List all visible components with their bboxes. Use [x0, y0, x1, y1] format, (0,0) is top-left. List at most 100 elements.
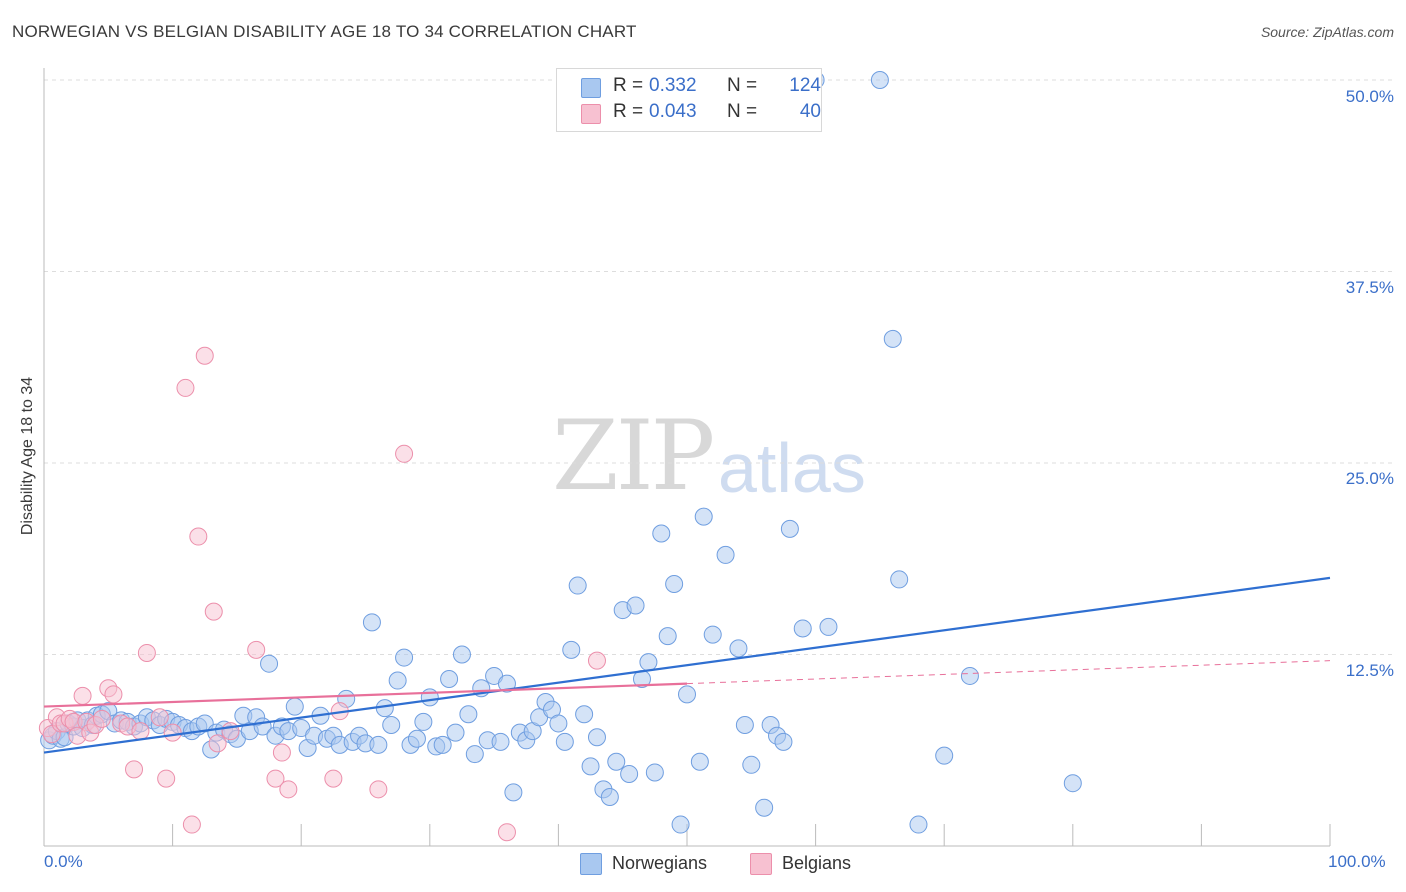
norwegians-point-61: [407, 729, 426, 748]
belgians-point-30: [247, 640, 266, 659]
norwegians-point-116: [793, 619, 812, 638]
norwegians-point-89: [587, 728, 606, 747]
norwegians-point-42: [285, 697, 304, 716]
belgians-point-20: [150, 708, 169, 727]
norwegians-point-121: [909, 815, 928, 834]
norwegians-point-119: [883, 329, 902, 348]
source-label: Source: ZipAtlas.com: [1260, 24, 1394, 40]
belgians-point-24: [182, 815, 201, 834]
belgians-point-38: [497, 823, 516, 842]
norwegians-point-55: [369, 735, 388, 754]
y-tick-label-2: 37.5%: [1345, 278, 1394, 297]
belgians-point-25: [189, 527, 208, 546]
belgians-trend-extension: [686, 660, 1331, 685]
norwegians-point-99: [652, 524, 671, 543]
norwegians-point-124: [1063, 774, 1082, 793]
belgians-point-33: [279, 780, 298, 799]
norwegians-point-88: [581, 757, 600, 776]
belgians-trend-line: [43, 682, 688, 708]
norwegians-point-63: [420, 688, 439, 707]
norwegians-point-107: [716, 545, 735, 564]
n-label: N =: [727, 75, 758, 96]
norwegians-point-108: [729, 639, 748, 658]
y-axis-label: Disability Age 18 to 34: [19, 376, 36, 536]
norwegians-point-38: [260, 654, 279, 673]
axes: [43, 68, 1331, 847]
norwegians-point-75: [497, 674, 516, 693]
belgians-point-23: [176, 378, 195, 397]
belgians-legend-icon: [750, 853, 772, 875]
stats-box: R = 0.332 N = 124 R = 0.043 N = 40: [556, 68, 822, 132]
norwegians-point-120: [890, 570, 909, 589]
trend-lines: [43, 576, 1331, 754]
norwegians-point-115: [780, 519, 799, 538]
watermark-atlas: atlas: [718, 429, 866, 507]
norwegians-point-110: [742, 755, 761, 774]
belgians-point-17: [125, 760, 144, 779]
norwegians-point-122: [935, 746, 954, 765]
y-tick-label-0: 12.5%: [1345, 661, 1394, 680]
norwegians-point-117: [819, 617, 838, 636]
norwegians-point-94: [620, 764, 639, 783]
norwegians-point-57: [382, 715, 401, 734]
norwegians-point-109: [735, 715, 754, 734]
watermark-zip: ZIP: [552, 400, 715, 512]
norwegians-point-65: [433, 735, 452, 754]
norwegians-point-83: [549, 714, 568, 733]
chart-title: NORWEGIAN VS BELGIAN DISABILITY AGE 18 T…: [12, 22, 637, 41]
norwegians-point-66: [440, 670, 459, 689]
norwegians-point-123: [960, 666, 979, 685]
belgians-point-37: [395, 444, 414, 463]
r-label: R =: [613, 75, 644, 96]
norwegians-point-59: [395, 648, 414, 667]
n-label: N =: [727, 101, 758, 122]
norwegians-point-84: [555, 732, 574, 751]
r-label: R =: [613, 101, 644, 122]
belgians-point-22: [163, 723, 182, 742]
belgians-point-32: [272, 743, 291, 762]
belgians-point-12: [92, 709, 111, 728]
belgians-point-14: [104, 685, 123, 704]
belgians-point-8: [73, 686, 92, 705]
norwegians-point-104: [690, 752, 709, 771]
norwegians-point-100: [658, 627, 677, 646]
belgians-point-28: [208, 734, 227, 753]
norwegians-point-70: [465, 745, 484, 764]
norwegians-trend-line: [43, 576, 1331, 754]
legend-label: Belgians: [782, 853, 852, 873]
belgians-point-34: [324, 769, 343, 788]
norwegians-point-118: [870, 71, 889, 89]
norwegians-point-111: [755, 798, 774, 817]
norwegians-swatch-icon: [581, 78, 601, 98]
belgians-point-26: [195, 346, 214, 365]
x-tick-label-1: 100.0%: [1328, 852, 1386, 871]
norwegians-point-91: [600, 787, 619, 806]
belgians-point-39: [587, 651, 606, 670]
norwegians-point-74: [491, 732, 510, 751]
y-tick-label-1: 25.0%: [1345, 469, 1394, 488]
norwegians-point-69: [459, 705, 478, 724]
data-points: [38, 71, 1082, 842]
r-value: 0.332: [649, 75, 697, 96]
belgians-point-29: [221, 722, 240, 741]
norwegians-point-62: [414, 712, 433, 731]
belgians-point-18: [131, 722, 150, 741]
norwegians-legend-icon: [580, 853, 602, 875]
n-value: 124: [789, 75, 821, 96]
norwegians-point-103: [678, 685, 696, 704]
norwegians-point-67: [446, 723, 465, 742]
norwegians-point-86: [568, 576, 587, 595]
norwegians-point-97: [639, 653, 658, 672]
norwegians-point-105: [694, 507, 713, 526]
belgians-point-27: [204, 602, 223, 621]
gridlines: [44, 79, 1392, 655]
belgians-point-19: [137, 643, 156, 662]
r-value: 0.043: [649, 101, 697, 122]
norwegians-point-85: [562, 640, 581, 659]
norwegians-point-68: [452, 645, 471, 664]
n-value: 40: [799, 101, 821, 122]
norwegians-point-54: [362, 613, 381, 632]
norwegians-point-95: [626, 596, 645, 615]
norwegians-point-76: [504, 783, 523, 802]
